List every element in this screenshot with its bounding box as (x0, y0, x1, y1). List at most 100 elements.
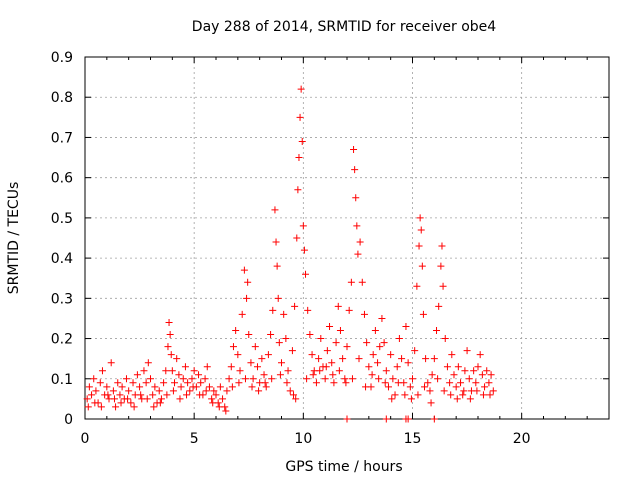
data-point (181, 363, 189, 371)
data-point (308, 351, 316, 359)
data-point (414, 391, 422, 399)
data-point (450, 371, 458, 379)
data-point (292, 395, 300, 403)
data-point (202, 387, 210, 395)
data-point (362, 383, 370, 391)
data-point (343, 415, 351, 423)
y-tick-label: 0.8 (51, 90, 73, 106)
data-point (166, 331, 174, 339)
data-point (130, 403, 138, 411)
data-point (334, 302, 342, 310)
data-point (335, 367, 343, 375)
data-point (381, 379, 389, 387)
data-point (209, 399, 217, 407)
data-point (163, 391, 171, 399)
data-point (184, 379, 192, 387)
data-point (137, 391, 145, 399)
data-point (348, 375, 356, 383)
data-points (83, 85, 497, 423)
data-point (354, 250, 362, 258)
data-point (439, 282, 447, 290)
data-point (406, 383, 414, 391)
data-point (296, 113, 304, 121)
data-point (129, 379, 137, 387)
data-point (175, 371, 183, 379)
data-point (188, 375, 196, 383)
data-point (413, 282, 421, 290)
data-point (248, 383, 256, 391)
x-tick-label: 10 (294, 431, 312, 447)
data-point (452, 383, 460, 391)
data-point (271, 206, 279, 214)
data-point (382, 415, 390, 423)
data-point (453, 395, 461, 403)
data-point (267, 331, 275, 339)
data-point (84, 403, 92, 411)
data-point (407, 395, 415, 403)
data-point (157, 395, 165, 403)
data-point (440, 387, 448, 395)
grid-lines (85, 57, 609, 419)
data-point (365, 363, 373, 371)
data-point (384, 383, 392, 391)
data-point (112, 403, 120, 411)
data-point (212, 391, 220, 399)
data-point (122, 375, 130, 383)
data-point (447, 391, 455, 399)
data-point (215, 403, 223, 411)
data-point (353, 222, 361, 230)
data-point (295, 154, 303, 162)
x-tick-label: 15 (404, 431, 422, 447)
data-point (421, 383, 429, 391)
data-point (114, 379, 122, 387)
data-point (167, 351, 175, 359)
data-point (275, 339, 283, 347)
data-point (90, 375, 98, 383)
data-point (434, 375, 442, 383)
data-point (461, 367, 469, 375)
data-point (443, 363, 451, 371)
data-point (401, 391, 409, 399)
y-tick-label: 0.4 (51, 251, 73, 267)
data-point (332, 339, 340, 347)
data-point (96, 379, 104, 387)
data-point (463, 347, 471, 355)
data-point (417, 226, 425, 234)
data-point (398, 355, 406, 363)
data-point (309, 371, 317, 379)
data-point (303, 375, 311, 383)
data-point (435, 302, 443, 310)
data-point (236, 367, 244, 375)
data-point (255, 387, 263, 395)
x-tick-label: 20 (513, 431, 531, 447)
data-point (291, 302, 299, 310)
data-point (104, 391, 112, 399)
data-point (92, 387, 100, 395)
data-point (415, 242, 423, 250)
data-point (426, 387, 434, 395)
data-point (465, 375, 473, 383)
data-point (294, 186, 302, 194)
data-point (144, 359, 152, 367)
data-point (459, 391, 467, 399)
data-point (304, 306, 312, 314)
data-point (460, 387, 468, 395)
data-point (330, 379, 338, 387)
data-point (481, 383, 489, 391)
data-point (282, 335, 290, 343)
data-point (183, 391, 191, 399)
data-point (339, 355, 347, 363)
data-point (300, 246, 308, 254)
data-point (274, 294, 282, 302)
data-point (352, 194, 360, 202)
data-point (127, 399, 135, 407)
data-point (328, 359, 336, 367)
data-point (380, 339, 388, 347)
data-point (118, 383, 126, 391)
data-point (416, 214, 424, 222)
data-point (222, 407, 230, 415)
data-point (290, 391, 298, 399)
data-point (235, 379, 243, 387)
data-point (177, 383, 185, 391)
